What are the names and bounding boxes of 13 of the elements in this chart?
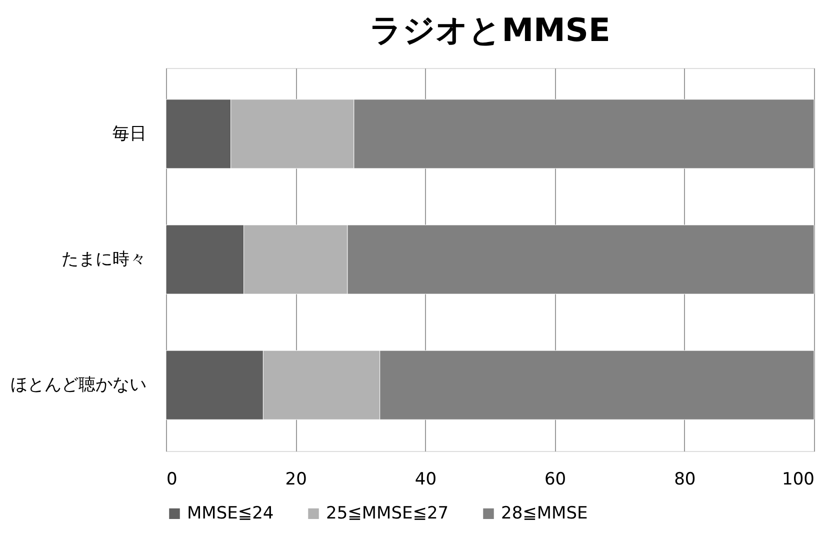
y-tick-label: ほとんど聴かない — [10, 375, 146, 396]
legend-label: MMSE≦24 — [187, 504, 274, 524]
x-tick-label: 0 — [166, 470, 178, 490]
legend-label: 28≦MMSE — [501, 504, 588, 524]
chart-title: ラジオとMMSE — [370, 11, 610, 49]
x-tick-label: 20 — [285, 470, 307, 490]
x-tick-label: 40 — [414, 470, 437, 490]
x-tick-label: 80 — [674, 470, 696, 490]
y-tick-label: たまに時々 — [62, 250, 146, 270]
y-tick-label: 毎日 — [112, 124, 146, 144]
x-tick-label: 60 — [544, 470, 566, 490]
x-tick-label: 100 — [782, 470, 814, 490]
legend-label: 25≦MMSE≦27 — [326, 504, 449, 524]
